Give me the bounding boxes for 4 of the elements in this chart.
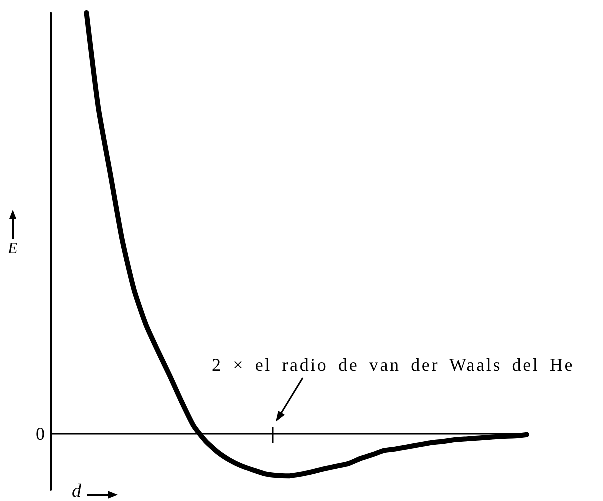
y-axis-title: E: [7, 240, 18, 258]
ref-line-label: 0: [36, 424, 45, 444]
annotation: 2 × el radio de van der Waals del He: [212, 354, 575, 376]
x-axis-title: d: [72, 481, 82, 501]
